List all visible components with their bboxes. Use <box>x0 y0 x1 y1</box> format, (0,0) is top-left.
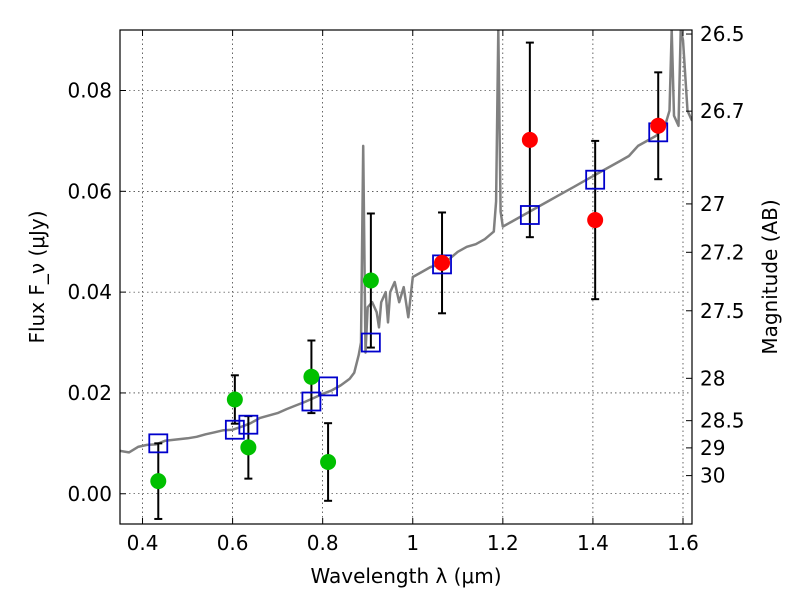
ir-flux-point <box>521 131 538 148</box>
model-band-square <box>318 376 338 397</box>
observed-points <box>150 117 667 490</box>
plot-frame <box>119 29 693 525</box>
mag-tick-label: 27 <box>700 192 725 216</box>
model-band-square <box>585 169 606 190</box>
x-tick-label: 1.6 <box>667 531 699 555</box>
model-band-square <box>148 433 169 454</box>
model-band-square <box>224 419 245 440</box>
model-band-square <box>238 414 259 435</box>
x-tick-label: 0.6 <box>217 531 249 555</box>
optical-flux-point <box>240 439 257 456</box>
mag-tick-label: 28.5 <box>700 409 745 433</box>
y-tick-label: 0.06 <box>67 179 112 203</box>
mag-tick-label: 27.2 <box>700 240 745 264</box>
optical-flux-point <box>362 272 379 289</box>
mag-tick-label: 27.5 <box>700 299 745 323</box>
mag-tick-label: 26.5 <box>700 22 745 46</box>
error-bars <box>154 41 663 520</box>
y-tick-label: 0.02 <box>67 381 112 405</box>
axis-ticks: 0.4 0.6 0.8 1 1.2 1.4 1.6 0.00 0.02 0.04 0.06 0.08 2… <box>67 22 744 555</box>
model-spectrum <box>120 30 692 454</box>
y-tick-label: 0.08 <box>67 78 112 102</box>
grid-lines <box>120 30 692 524</box>
y-axis-label: Flux F_ν (μJy) <box>25 210 49 343</box>
ir-flux-point <box>434 254 451 271</box>
x-tick-label: 0.8 <box>307 531 339 555</box>
y2-axis-label: Magnitude (AB) <box>758 199 782 354</box>
model-band-square <box>301 391 322 412</box>
mag-tick-label: 26.7 <box>700 99 745 123</box>
ir-flux-point <box>650 117 667 134</box>
y-tick-label: 0.04 <box>67 280 112 304</box>
y-tick-label: 0.00 <box>67 482 112 506</box>
optical-flux-point <box>150 473 167 490</box>
ir-flux-point <box>587 212 604 229</box>
x-tick-label: 0.4 <box>127 531 159 555</box>
mag-tick-label: 28 <box>700 366 725 390</box>
x-tick-label: 1 <box>406 531 419 555</box>
model-spectrum-line <box>120 30 692 454</box>
optical-flux-point <box>320 453 337 470</box>
model-band-markers <box>148 122 669 454</box>
model-band-square <box>519 205 540 225</box>
x-tick-label: 1.2 <box>487 531 519 555</box>
x-tick-label: 1.4 <box>577 531 609 555</box>
model-band-square <box>360 332 381 353</box>
optical-flux-point <box>226 391 243 408</box>
mag-tick-label: 30 <box>700 464 725 488</box>
optical-flux-point <box>303 368 320 385</box>
mag-tick-label: 29 <box>700 436 725 460</box>
x-axis-label: Wavelength λ (μm) <box>310 564 501 588</box>
